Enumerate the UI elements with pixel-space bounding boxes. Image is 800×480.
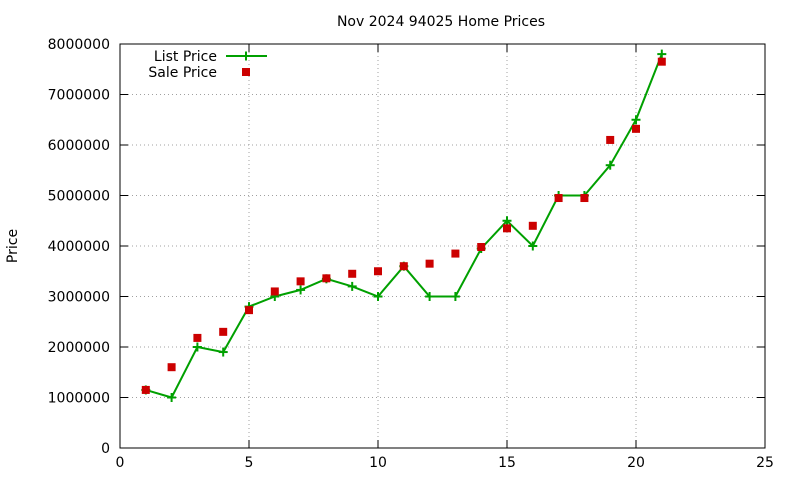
sale-price-point	[348, 269, 357, 278]
sale-price-point	[270, 287, 279, 296]
sale-price-point	[167, 363, 176, 372]
legend-label-list-price: List Price	[154, 49, 217, 65]
x-tick-label: 10	[369, 455, 387, 471]
list-price-point	[296, 285, 306, 295]
y-tick-label: 1000000	[48, 391, 110, 407]
sale-price-point	[374, 267, 382, 276]
sale-price-point	[451, 249, 460, 258]
x-tick-label: 5	[245, 455, 254, 471]
y-tick-label: 5000000	[48, 189, 110, 205]
list-price-point	[502, 216, 512, 226]
list-price-point	[450, 292, 460, 301]
sale-price-point	[322, 274, 331, 283]
sale-price-point	[399, 262, 408, 271]
sale-price-point	[580, 194, 589, 203]
legend: List Price Sale Price	[148, 49, 267, 81]
chart-title: Nov 2024 94025 Home Prices	[337, 14, 545, 30]
x-tick-label: 15	[498, 455, 516, 471]
legend-label-sale-price: Sale Price	[148, 65, 217, 81]
list-price-point	[657, 49, 667, 59]
sale-price-point	[296, 277, 305, 286]
list-price-line	[145, 53, 663, 399]
sale-price-point	[554, 194, 563, 203]
axis-ticks: 0 1000000 2000000 3000000 4000000 5000000 6000…	[48, 37, 774, 471]
list-price-point	[425, 292, 435, 301]
y-axis-label: Price	[5, 229, 21, 263]
series-layer	[141, 49, 667, 402]
y-tick-label: 7000000	[48, 88, 110, 104]
y-tick-label: 4000000	[48, 239, 110, 255]
sale-price-point	[503, 224, 511, 233]
sale-price-point	[425, 259, 434, 268]
legend-swatches	[226, 51, 267, 76]
sale-price-point	[193, 333, 202, 342]
x-tick-label: 25	[756, 455, 774, 471]
sale-price-point	[632, 124, 640, 133]
y-tick-label: 6000000	[48, 138, 110, 154]
x-tick-label: 20	[627, 455, 645, 471]
y-tick-label: 3000000	[48, 290, 110, 306]
y-tick-label: 0	[101, 441, 110, 457]
legend-swatch-sale-price	[242, 68, 250, 76]
list-price-point	[167, 393, 177, 402]
sale-price-point	[477, 243, 486, 252]
legend-marker-list-price	[241, 51, 251, 61]
list-price-point	[347, 281, 357, 291]
sale-price-point	[657, 57, 666, 66]
list-price-point	[373, 292, 383, 301]
y-tick-label: 2000000	[48, 340, 110, 356]
y-tick-label: 8000000	[48, 37, 110, 53]
sale-price-point	[606, 135, 615, 144]
list-price-point	[192, 342, 202, 352]
grid	[120, 44, 765, 448]
list-price-point	[605, 160, 615, 170]
list-price-point	[218, 347, 228, 357]
sale-price-point	[245, 306, 253, 315]
sale-price-point	[528, 221, 537, 230]
sale-price-point	[141, 385, 150, 394]
x-tick-label: 0	[116, 455, 125, 471]
sale-price-point	[219, 327, 228, 336]
list-price-point	[631, 115, 641, 125]
list-price-point	[528, 241, 538, 251]
